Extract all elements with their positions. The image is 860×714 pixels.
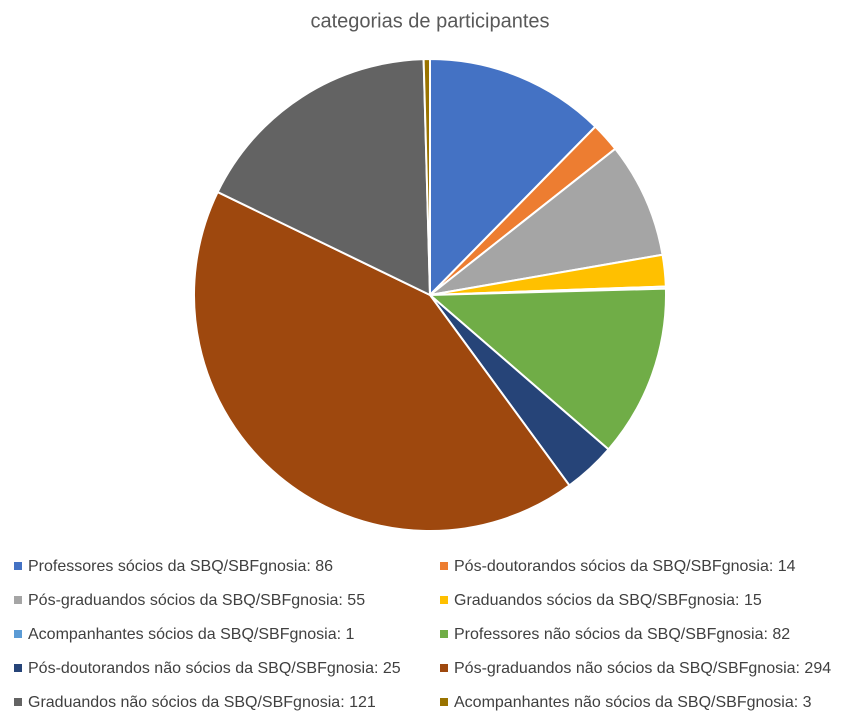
- pie-slice: [193, 190, 571, 532]
- legend-label: Pós-graduandos sócios da SBQ/SBFgnosia: …: [28, 592, 365, 609]
- legend-swatch: [440, 596, 448, 604]
- legend-swatch: [440, 562, 448, 570]
- legend-swatch: [440, 630, 448, 638]
- legend-label: Pós-doutorandos não sócios da SBQ/SBFgno…: [28, 660, 401, 677]
- legend-swatch: [440, 664, 448, 672]
- legend-label: Graduandos sócios da SBQ/SBFgnosia: 15: [454, 592, 762, 609]
- pie-slice: [429, 147, 664, 296]
- legend-swatch: [14, 630, 22, 638]
- legend-label: Professores sócios da SBQ/SBFgnosia: 86: [28, 558, 333, 575]
- legend-label: Pós-graduandos não sócios da SBQ/SBFgnos…: [454, 660, 831, 677]
- legend-swatch: [14, 596, 22, 604]
- legend-swatch: [14, 664, 22, 672]
- legend-swatch: [14, 562, 22, 570]
- pie-slice: [422, 57, 431, 296]
- legend-label: Graduandos não sócios da SBQ/SBFgnosia: …: [28, 694, 376, 711]
- legend-label: Professores não sócios da SBQ/SBFgnosia:…: [454, 626, 790, 643]
- legend-swatch: [14, 698, 22, 706]
- legend-swatch: [440, 698, 448, 706]
- legend-label: Pós-doutorandos sócios da SBQ/SBFgnosia:…: [454, 558, 796, 575]
- chart-title: categorias de participantes: [310, 10, 549, 32]
- pie-slice: [429, 57, 597, 298]
- pie-slice: [427, 287, 667, 451]
- legend-label: Acompanhantes sócios da SBQ/SBFgnosia: 1: [28, 626, 355, 643]
- legend-label: Acompanhantes não sócios da SBQ/SBFgnosi…: [454, 694, 812, 711]
- pie-slice: [216, 58, 432, 297]
